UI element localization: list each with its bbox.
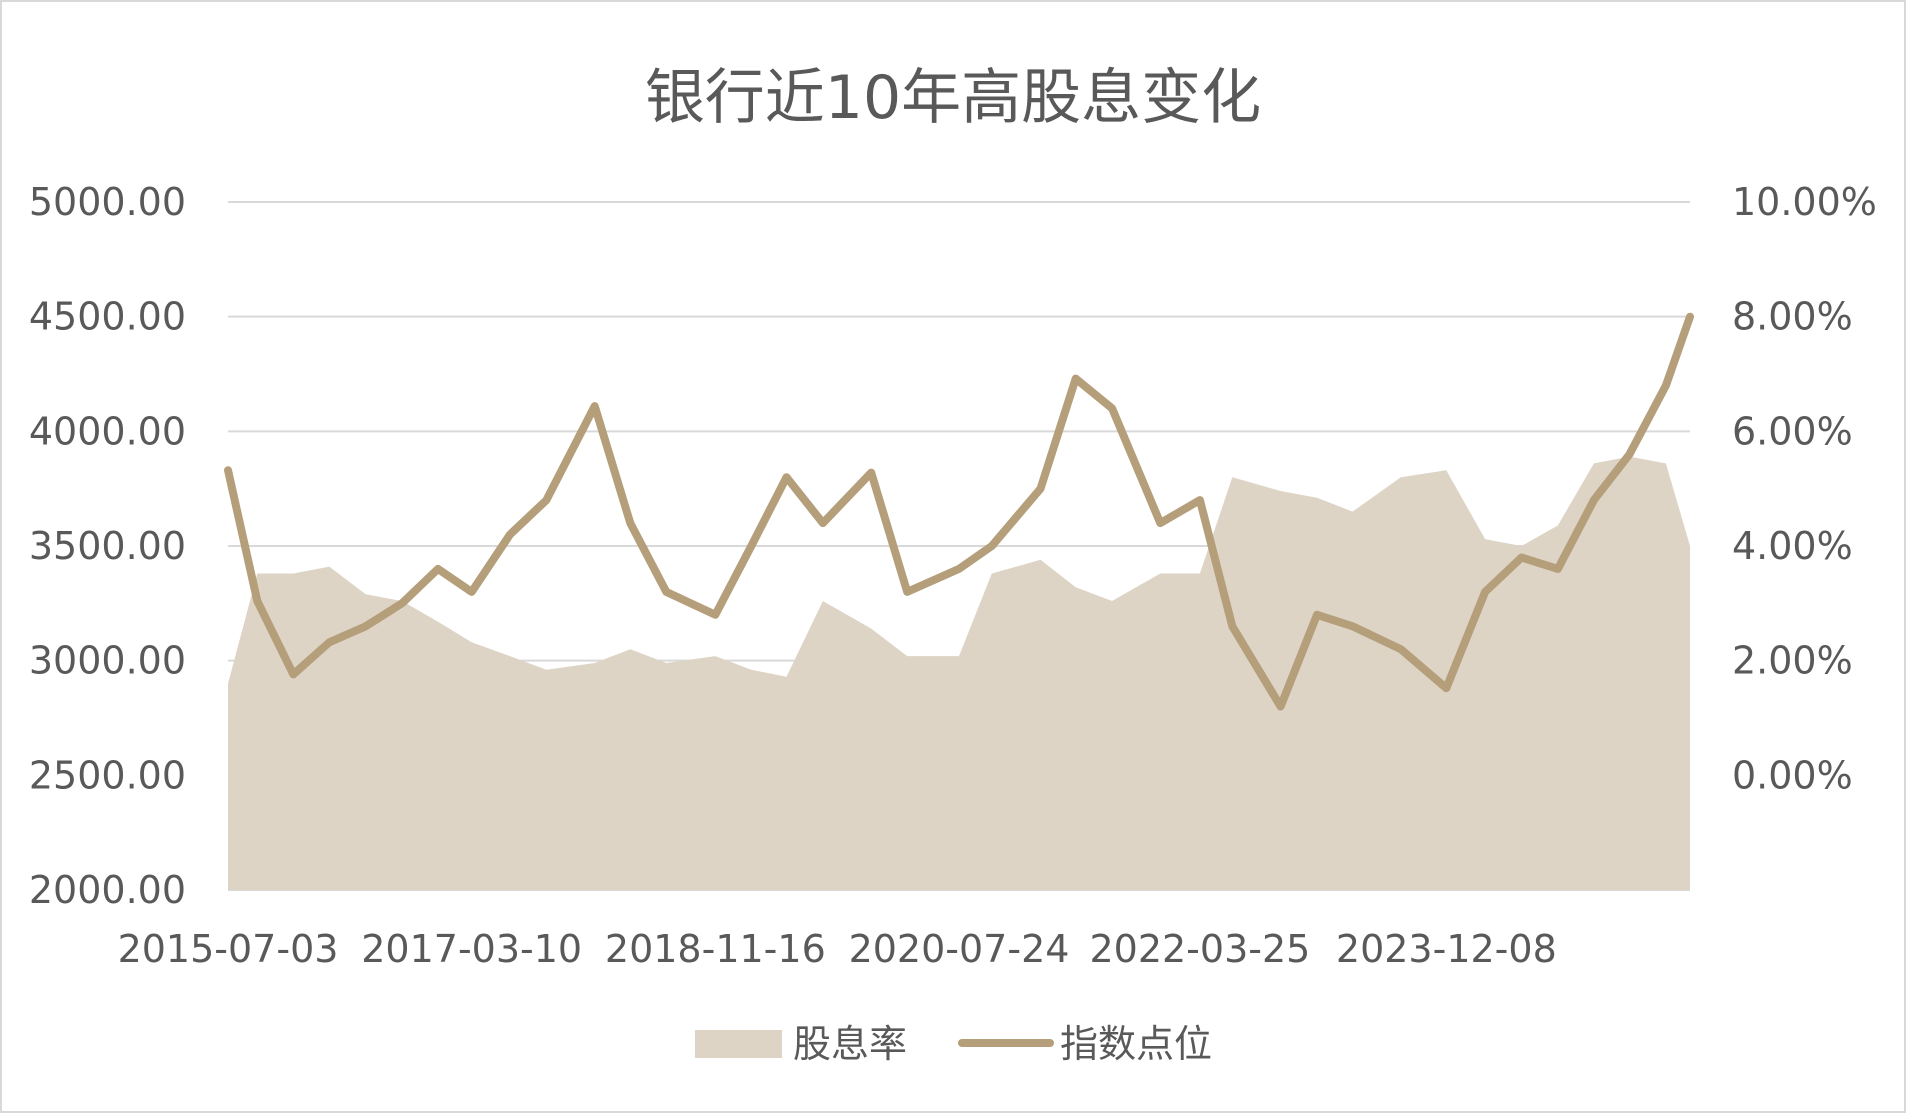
x-axis-tick-label: 2022-03-25 — [1089, 927, 1310, 971]
right-axis-tick-label: 10.00% — [1732, 180, 1877, 224]
left-axis-tick-label: 4500.00 — [29, 295, 186, 339]
left-axis-tick-label: 2500.00 — [29, 753, 186, 797]
series-area-dividend-yield — [228, 456, 1690, 890]
line-layer — [224, 312, 1694, 711]
right-axis-tick-label: 8.00% — [1732, 295, 1853, 339]
right-axis-tick-label: 6.00% — [1732, 409, 1853, 453]
x-axis-tick-label: 2015-07-03 — [118, 927, 339, 971]
legend-label-dividend-yield: 股息率 — [793, 1022, 907, 1066]
x-axis-tick-label: 2020-07-24 — [849, 927, 1070, 971]
x-axis: 2015-07-03 2017-03-10 2018-11-16 2020-07-24… — [118, 927, 1557, 971]
area-layer — [228, 456, 1690, 890]
right-axis-tick-label: 4.00% — [1732, 524, 1853, 568]
left-axis-tick-label: 3000.00 — [29, 639, 186, 683]
series-line-index-level — [224, 312, 1694, 711]
legend-label-index-level: 指数点位 — [1060, 1022, 1212, 1066]
right-axis-tick-label: 0.00% — [1732, 753, 1853, 797]
legend-swatch-dividend-yield — [695, 1030, 782, 1058]
left-axis-tick-label: 4000.00 — [29, 409, 186, 453]
left-axis-tick-label: 3500.00 — [29, 524, 186, 568]
left-axis: 5000.00 4500.00 4000.00 3500.00 3000.00 2500.… — [29, 180, 186, 912]
x-axis-tick-label: 2017-03-10 — [361, 927, 582, 971]
x-axis-tick-label: 2018-11-16 — [605, 927, 826, 971]
right-axis: 10.00% 8.00% 6.00% 4.00% 2.00% 0.00% — [1732, 180, 1877, 797]
right-axis-tick-label: 2.00% — [1732, 639, 1853, 683]
left-axis-tick-label: 5000.00 — [29, 180, 186, 224]
chart-title: 银行近10年高股息变化 — [645, 63, 1261, 133]
left-axis-tick-label: 2000.00 — [29, 868, 186, 912]
legend: 股息率 指数点位 — [695, 1022, 1212, 1066]
x-axis-tick-label: 2023-12-08 — [1336, 927, 1557, 971]
